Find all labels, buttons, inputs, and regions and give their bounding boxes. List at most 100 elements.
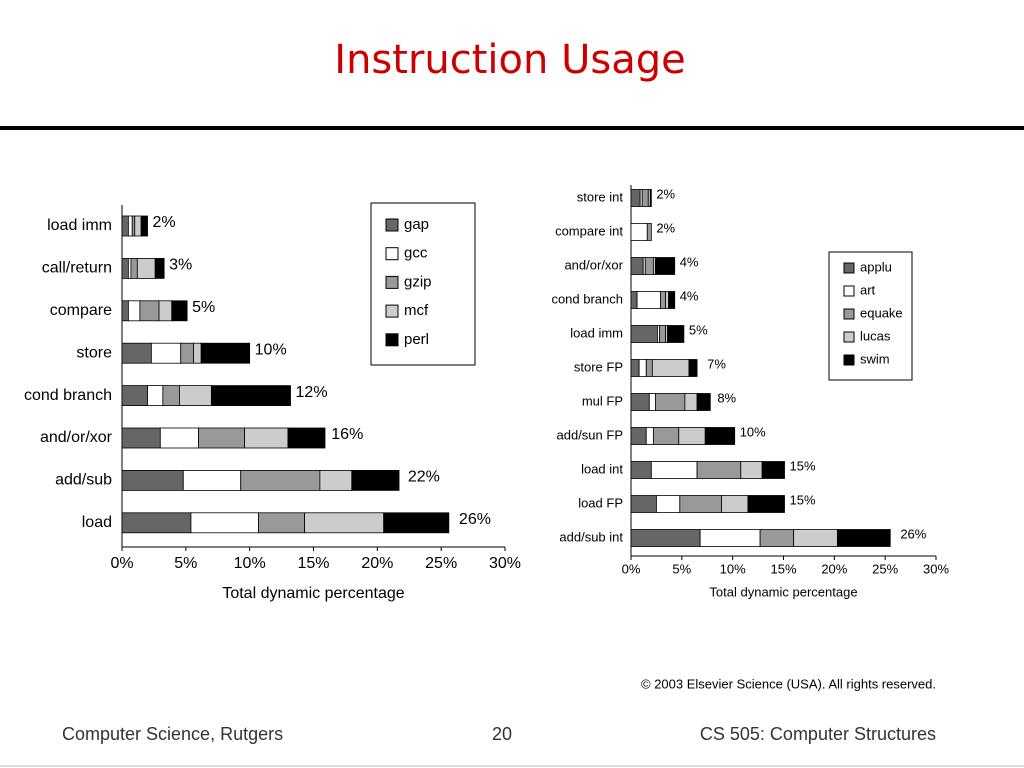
x-tick-label: 5% — [174, 555, 197, 572]
bar-segment — [121, 342, 152, 364]
legend-label: swim — [860, 351, 890, 366]
x-tick-label: 20% — [361, 555, 393, 572]
bar-segment — [630, 393, 650, 411]
total-label: 8% — [717, 390, 736, 405]
legend-label: applu — [860, 259, 892, 274]
bar-segment — [665, 291, 670, 309]
x-tick-label: 5% — [672, 561, 691, 576]
total-label: 2% — [656, 186, 675, 201]
bar-segment — [287, 427, 326, 449]
bar-segment — [641, 189, 649, 207]
total-label: 2% — [153, 214, 176, 231]
legend-label: gap — [404, 216, 429, 233]
category-label: cond branch — [24, 387, 112, 404]
total-label: 22% — [408, 469, 440, 486]
legend-label: mcf — [404, 302, 429, 319]
legend-label: gcc — [404, 245, 428, 262]
bar-segment — [761, 461, 785, 479]
legend-swatch — [385, 218, 399, 232]
total-label: 2% — [656, 220, 675, 235]
bar-segment — [150, 342, 182, 364]
bar-segment — [648, 393, 656, 411]
category-label: call/return — [42, 260, 112, 277]
bar-segment — [759, 529, 795, 547]
total-label: 7% — [707, 356, 726, 371]
legend-label: perl — [404, 331, 429, 348]
bar-segment — [699, 529, 761, 547]
bar-segment — [351, 469, 400, 491]
category-label: load int — [581, 461, 623, 476]
bar-segment — [127, 300, 141, 322]
bar-segment — [696, 461, 742, 479]
bar-segment — [630, 223, 648, 241]
bar-segment — [140, 215, 148, 237]
x-tick-label: 0% — [110, 555, 133, 572]
legend-label: gzip — [404, 273, 432, 290]
bar-segment — [121, 512, 192, 534]
legend-swatch — [385, 275, 399, 289]
total-label: 10% — [740, 424, 766, 439]
bar-segment — [319, 469, 353, 491]
bar-segment — [200, 342, 251, 364]
bar-segment — [651, 359, 690, 377]
bar-segment — [127, 215, 133, 237]
legend-label: art — [860, 282, 876, 297]
bar-segment — [836, 529, 891, 547]
category-label: load — [82, 514, 112, 531]
total-label: 4% — [680, 254, 699, 269]
bar-segment — [646, 223, 652, 241]
slide-title: Instruction Usage — [334, 37, 685, 83]
bar-segment — [121, 385, 148, 407]
bar-segment — [667, 325, 685, 343]
bar-segment — [630, 529, 701, 547]
bar-segment — [121, 469, 184, 491]
bar-segment — [130, 257, 138, 279]
x-tick-label: 0% — [622, 561, 641, 576]
legend-label: equake — [860, 305, 903, 320]
bar-segment — [630, 359, 640, 377]
bar-segment — [134, 215, 142, 237]
total-label: 16% — [331, 426, 363, 443]
footer-left: Computer Science, Rutgers — [62, 724, 283, 744]
x-tick-label: 20% — [821, 561, 847, 576]
bar-segment — [121, 215, 129, 237]
x-tick-label: 30% — [489, 555, 521, 572]
category-label: compare — [50, 302, 112, 319]
x-tick-label: 30% — [923, 561, 949, 576]
x-tick-label: 10% — [720, 561, 746, 576]
bar-segment — [630, 461, 652, 479]
legend-swatch — [385, 304, 399, 318]
category-label: mul FP — [582, 393, 623, 408]
legend-swatch — [843, 285, 855, 297]
copyright: © 2003 Elsevier Science (USA). All right… — [641, 676, 936, 691]
legend-box — [828, 251, 913, 381]
bar-segment — [678, 427, 706, 445]
total-label: 10% — [255, 341, 287, 358]
total-label: 12% — [296, 384, 328, 401]
x-axis-label: Total dynamic percentage — [709, 584, 857, 599]
bar-segment — [630, 257, 644, 275]
bar-segment — [147, 385, 164, 407]
total-label: 5% — [192, 299, 215, 316]
bar-segment — [630, 325, 658, 343]
page-number: 20 — [492, 724, 512, 744]
legend-swatch — [843, 262, 855, 274]
bar-segment — [240, 469, 321, 491]
category-label: add/sub int — [559, 529, 623, 544]
category-label: add/sub — [55, 472, 112, 489]
bar-segment — [139, 300, 160, 322]
bar-segment — [721, 495, 749, 513]
bar-segment — [179, 385, 212, 407]
bar-segment — [630, 189, 641, 207]
bar-segment — [198, 427, 245, 449]
bar-segment — [304, 512, 385, 534]
category-label: compare int — [555, 223, 623, 238]
legend-label: lucas — [860, 328, 891, 343]
bar-segment — [121, 427, 161, 449]
bar-segment — [159, 427, 200, 449]
bar-segment — [136, 257, 156, 279]
bar-segment — [655, 393, 686, 411]
bar-segment — [679, 495, 722, 513]
bar-segment — [704, 427, 736, 445]
